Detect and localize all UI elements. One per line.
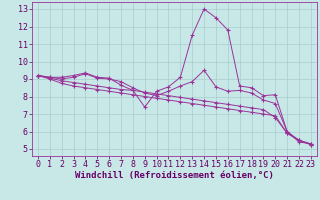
X-axis label: Windchill (Refroidissement éolien,°C): Windchill (Refroidissement éolien,°C) [75, 171, 274, 180]
